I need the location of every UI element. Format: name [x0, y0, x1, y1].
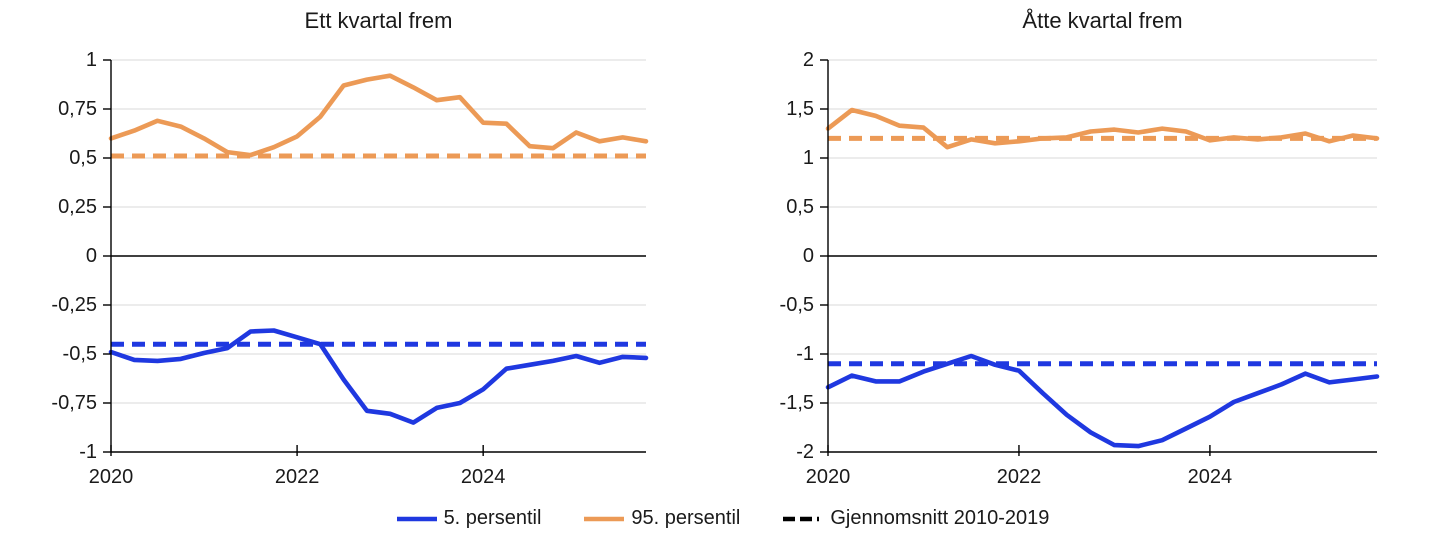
series-line-5-persentil [825, 353, 1380, 449]
x-tick-label: 2022 [996, 466, 1042, 488]
legend-item-p95: 95. persentil [583, 507, 740, 530]
legend-item-mean: Gjennomsnitt 2010-2019 [782, 507, 1049, 530]
panel-title-left: Ett kvartal frem [304, 8, 453, 33]
legend-label-p95: 95. persentil [631, 507, 741, 529]
legend-label-mean: Gjennomsnitt 2010-2019 [830, 507, 1050, 529]
series-line-5-persentil [108, 328, 649, 425]
plot-area-0 [103, 59, 649, 456]
x-tick-label: 2024 [1187, 466, 1233, 488]
y-tick-label: 0 [85, 245, 97, 267]
blue-line-icon [396, 516, 437, 521]
legend: 5. persentil 95. persentil Gjennomsnitt … [0, 507, 1445, 530]
y-tick-label: -1 [79, 441, 97, 463]
y-tick-label: 1 [85, 49, 97, 71]
y-tick-label: -0,75 [51, 392, 97, 414]
y-tick-label: 1,5 [786, 98, 814, 120]
orange-line-icon [584, 516, 625, 521]
dashed-line-icon [783, 516, 824, 521]
y-tick-label: -1,5 [779, 392, 814, 414]
y-tick-label: -1 [796, 343, 814, 365]
y-tick-label: 0,5 [786, 196, 814, 218]
y-tick-label: 0,25 [58, 196, 97, 218]
y-tick-label: 0 [802, 245, 814, 267]
y-tick-label: 0,75 [58, 98, 97, 120]
legend-label-p5: 5. persentil [443, 507, 542, 529]
x-tick-label: 2024 [460, 466, 506, 488]
y-tick-label: -0,25 [51, 294, 97, 316]
panel-title-right: Åtte kvartal frem [1022, 8, 1183, 33]
legend-item-p5: 5. persentil [396, 507, 542, 530]
x-tick-label: 2020 [805, 466, 851, 488]
y-tick-label: -0,5 [779, 294, 814, 316]
y-tick-label: -2 [796, 441, 814, 463]
plot-area-1 [820, 59, 1380, 456]
y-tick-label: 1 [802, 147, 814, 169]
series-line-95-persentil [108, 73, 649, 158]
series-line-95-persentil [825, 107, 1380, 150]
x-tick-label: 2022 [274, 466, 320, 488]
x-tick-label: 2020 [88, 466, 134, 488]
y-tick-label: 0,5 [69, 147, 97, 169]
y-tick-label: 2 [802, 49, 814, 71]
y-tick-label: -0,5 [62, 343, 97, 365]
